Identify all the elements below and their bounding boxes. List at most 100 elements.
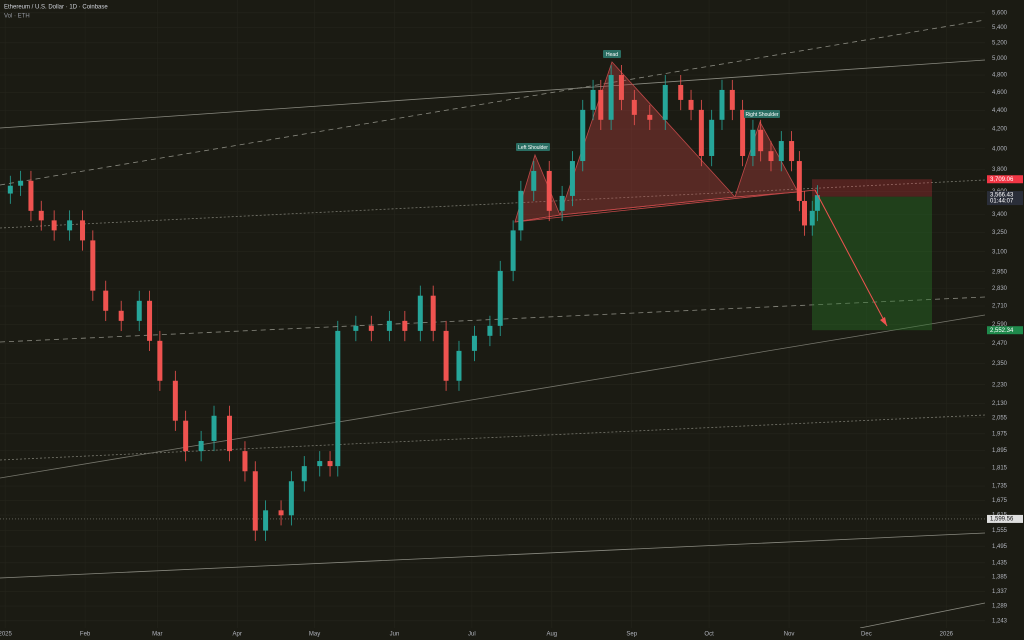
y-tick-label: 1,675 <box>992 498 1008 504</box>
candle-body <box>531 170 537 191</box>
grid <box>0 518 985 520</box>
candle-body <box>698 109 704 156</box>
candle-body <box>688 99 694 110</box>
candle-body <box>750 129 756 156</box>
axes: 5,600 5,400 5,200 5,000 4,800 4,600 4,400 4,200… <box>0 10 1023 638</box>
candle-body <box>90 240 96 291</box>
candle-body <box>471 335 477 351</box>
y-tick-label: 1,495 <box>992 544 1008 550</box>
candle-body <box>252 471 258 531</box>
countdown: 01:44:07 <box>990 199 1014 205</box>
price-label-box <box>987 175 1023 184</box>
x-tick-label: Jun <box>390 632 400 638</box>
candle-body <box>809 210 815 226</box>
neckline <box>514 189 816 223</box>
y-tick-label: 1,735 <box>992 484 1008 490</box>
arrow <box>814 189 888 327</box>
y-tick-label: 2,230 <box>992 382 1008 388</box>
time-axis <box>0 628 1024 640</box>
candle-body <box>118 310 124 321</box>
y-tick-label: 1,895 <box>992 448 1008 454</box>
candle-body <box>51 220 57 231</box>
candle-body <box>590 89 596 110</box>
y-tick-label: 1,815 <box>992 465 1008 471</box>
candle-body <box>740 109 746 156</box>
candle-body <box>678 84 684 100</box>
trend-line <box>0 314 986 479</box>
candle-body <box>778 141 784 162</box>
y-tick-label: 4,000 <box>992 146 1008 152</box>
trend-line <box>0 414 986 461</box>
trend-line <box>0 179 986 229</box>
price-label: 1,599.56 <box>990 517 1014 523</box>
x-tick-label: Mar <box>152 632 162 638</box>
candle-body <box>546 170 552 211</box>
candle-body <box>198 440 204 452</box>
candle-body <box>211 415 217 441</box>
candle-body <box>226 415 232 452</box>
y-tick-label: 2,710 <box>992 304 1008 310</box>
y-tick-label: 4,200 <box>992 127 1008 133</box>
x-tick-label: Feb <box>80 632 91 638</box>
x-tick-label: Nov <box>784 632 795 638</box>
candle-body <box>569 161 575 196</box>
candle-body <box>157 340 163 381</box>
y-tick-label: 4,400 <box>992 108 1008 114</box>
candle-body <box>278 510 284 516</box>
candle-body <box>368 325 374 331</box>
candle-body <box>729 89 735 110</box>
price-label: 2,552.34 <box>990 328 1014 334</box>
candle-body <box>559 195 565 211</box>
annotation: Right Shoulder <box>745 112 778 118</box>
price-label-box <box>987 514 1023 523</box>
trend-line <box>0 59 986 129</box>
candle-body <box>327 461 333 467</box>
drawings <box>0 19 986 629</box>
head-and-shoulders <box>514 61 816 223</box>
candle-body <box>7 185 13 194</box>
x-tick-label: 2026 <box>940 632 954 638</box>
candle-body <box>719 89 725 120</box>
y-tick-label: 1,385 <box>992 575 1008 581</box>
candle-body <box>242 451 248 472</box>
y-tick-label: 3,800 <box>992 167 1008 173</box>
stop-zone <box>812 179 932 197</box>
candle-body <box>709 119 715 156</box>
price-axis <box>985 0 1024 640</box>
candle-body <box>497 270 503 326</box>
x-tick-label: Aug <box>546 632 557 638</box>
symbol-title: Ethereum / U.S. Dollar · 1D · Coinbase <box>4 5 108 11</box>
y-tick-label: 2,950 <box>992 269 1008 275</box>
x-tick-label: Oct <box>704 632 714 638</box>
candle-body <box>443 330 449 381</box>
y-tick-label: 1,435 <box>992 560 1008 566</box>
candle-body <box>402 320 408 331</box>
candle-body <box>335 330 341 467</box>
candles <box>7 65 820 541</box>
annotation: Left Shoulder <box>518 145 548 151</box>
candle-body <box>456 350 462 381</box>
arrow-head <box>880 317 887 326</box>
candle-body <box>103 290 109 311</box>
y-tick-label: 3,100 <box>992 249 1008 255</box>
y-tick-label: 1,555 <box>992 528 1008 534</box>
candle-body <box>487 325 493 336</box>
candle-body <box>758 129 764 152</box>
candle-body <box>317 461 323 467</box>
candle-body <box>647 114 653 120</box>
candle-body <box>796 161 802 201</box>
candle-body <box>263 510 269 531</box>
y-tick-label: 2,130 <box>992 401 1008 407</box>
y-tick-label: 5,400 <box>992 25 1008 31</box>
annotation-box <box>516 143 550 151</box>
candle-body <box>430 295 436 331</box>
y-tick-label: 2,350 <box>992 361 1008 367</box>
trend-line <box>859 602 986 629</box>
y-tick-label: 1,975 <box>992 431 1008 437</box>
position <box>812 179 932 331</box>
candle-body <box>183 420 189 452</box>
x-tick-label: Jul <box>468 632 476 638</box>
price-label-box <box>987 191 1023 206</box>
y-tick-label: 4,600 <box>992 90 1008 96</box>
